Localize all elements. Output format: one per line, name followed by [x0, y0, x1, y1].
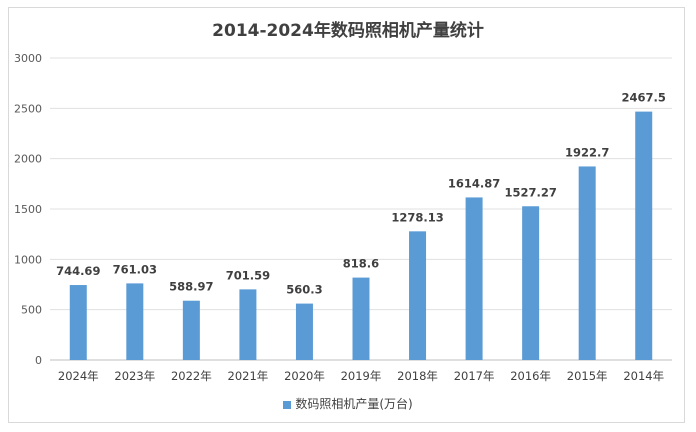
y-tick-label: 1000	[14, 253, 42, 266]
x-tick-label: 2018年	[397, 369, 438, 383]
data-label: 744.69	[56, 264, 100, 278]
x-tick-label: 2015年	[567, 369, 608, 383]
bar	[409, 231, 427, 360]
bar	[465, 197, 483, 360]
x-tick-label: 2016年	[510, 369, 551, 383]
y-tick-label: 0	[35, 354, 42, 367]
x-tick-label: 2014年	[623, 369, 664, 383]
y-tick-label: 2000	[14, 153, 42, 166]
data-label: 2467.5	[622, 91, 666, 105]
x-tick-label: 2020年	[284, 369, 325, 383]
bar	[69, 285, 87, 360]
data-label: 1922.7	[565, 145, 609, 159]
bar	[295, 303, 313, 360]
y-tick-label: 500	[21, 304, 42, 317]
bar	[126, 283, 144, 360]
bar	[182, 300, 200, 360]
x-tick-label: 2019年	[341, 369, 382, 383]
x-tick-label: 2024年	[58, 369, 99, 383]
y-tick-label: 2500	[14, 102, 42, 115]
chart-title: 2014-2024年数码照相机产量统计	[212, 21, 484, 41]
data-label: 701.59	[226, 268, 270, 282]
legend-label: 数码照相机产量(万台)	[295, 397, 413, 411]
bar	[522, 206, 540, 360]
legend: 数码照相机产量(万台)	[0, 395, 696, 412]
x-tick-label: 2021年	[228, 369, 269, 383]
data-label: 818.6	[343, 257, 379, 271]
x-tick-label: 2017年	[454, 369, 495, 383]
y-tick-label: 1500	[14, 203, 42, 216]
x-tick-label: 2023年	[114, 369, 155, 383]
bar	[352, 277, 370, 360]
y-tick-label: 3000	[14, 52, 42, 65]
x-tick-label: 2022年	[171, 369, 212, 383]
data-label: 1278.13	[391, 210, 443, 224]
data-label: 588.97	[169, 280, 213, 294]
bar	[578, 166, 596, 360]
bar	[635, 111, 653, 360]
data-label: 761.03	[113, 262, 157, 276]
chart-frame	[8, 7, 685, 423]
data-label: 560.3	[286, 283, 322, 297]
legend-swatch	[283, 400, 292, 409]
data-label: 1614.87	[448, 176, 500, 190]
data-label: 1527.27	[504, 185, 556, 199]
bar	[239, 289, 257, 360]
